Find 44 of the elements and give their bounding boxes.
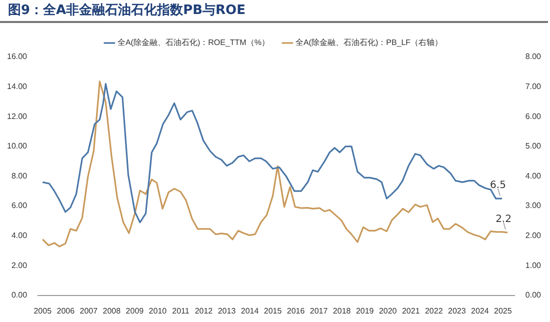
x-tick-label: 2010 [148, 306, 168, 316]
y-tick-label: 10.00 [6, 142, 28, 151]
x-tick-label: 2005 [34, 306, 52, 316]
legend-label: 全A(除金融、石油石化)：ROE_TTM（%） [117, 38, 270, 48]
x-tick-label: 2019 [356, 306, 374, 316]
x-tick-label: 2023 [448, 306, 466, 316]
y-tick-label: 6.00 [11, 201, 28, 210]
x-tick-label: 2015 [264, 306, 282, 316]
y2-tick-label: 6.00 [525, 112, 542, 121]
annotation: 6.5 [490, 180, 506, 192]
x-tick-label: 2017 [310, 306, 328, 316]
y-tick-label: 12.00 [6, 112, 28, 121]
y2-tick-label: 4.00 [525, 171, 542, 180]
chart-title: 图9：全A非金融石油石化指数PB与ROE [0, 0, 548, 23]
x-tick-label: 2012 [194, 306, 214, 316]
y-tick-label: 0.00 [11, 290, 28, 300]
y-tick-label: 8.00 [11, 171, 28, 180]
x-tick-label: 2009 [126, 306, 144, 316]
legend-label: 全A(除金融、石油石化)：PB_LF（右轴） [295, 38, 443, 48]
y-tick-label: 16.00 [6, 52, 28, 62]
x-tick-label: 2013 [218, 306, 236, 316]
y-tick-label: 14.00 [6, 82, 28, 92]
y2-tick-label: 0.00 [525, 290, 542, 300]
annotation: 2.2 [496, 214, 512, 226]
x-tick-label: 2008 [102, 306, 122, 316]
y2-tick-label: 5.00 [525, 142, 542, 151]
y2-tick-label: 1.00 [525, 260, 542, 270]
x-tick-label: 2014 [240, 306, 260, 316]
y-tick-label: 4.00 [11, 231, 28, 240]
x-tick-label: 2006 [56, 306, 76, 316]
y-tick-label: 2.00 [11, 260, 28, 270]
x-tick-label: 2007 [80, 306, 98, 316]
y2-tick-label: 3.00 [525, 201, 542, 210]
x-tick-label: 2020 [378, 306, 398, 316]
x-tick-label: 2024 [471, 306, 490, 316]
x-tick-label: 2018 [332, 306, 352, 316]
y2-tick-label: 2.00 [525, 231, 542, 240]
x-tick-label: 2011 [172, 306, 190, 316]
x-tick-label: 2016 [286, 306, 306, 316]
y2-tick-label: 8.00 [525, 52, 542, 62]
x-tick-label: 2022 [424, 306, 444, 316]
x-tick-label: 2021 [402, 306, 420, 316]
y2-tick-label: 7.00 [525, 82, 542, 92]
x-tick-label: 2025 [494, 306, 512, 316]
